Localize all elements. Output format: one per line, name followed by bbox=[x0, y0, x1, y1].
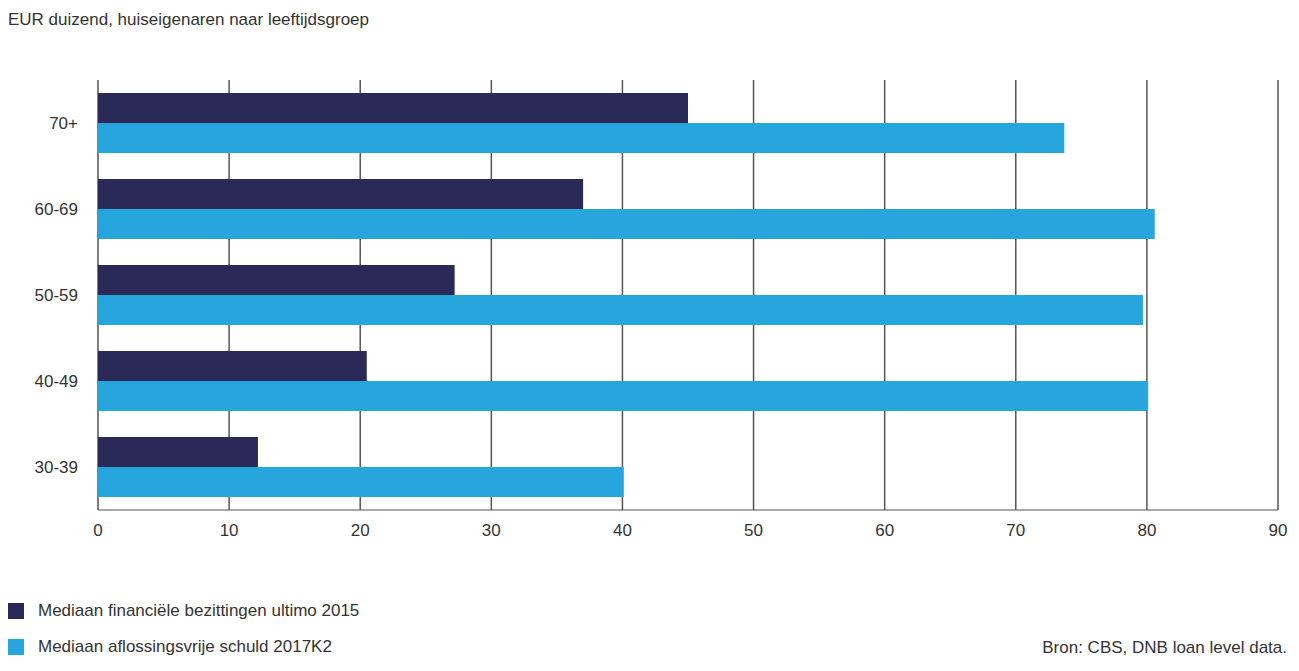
svg-text:50-59: 50-59 bbox=[35, 286, 78, 305]
html-text:Mediaan aflossingsvrije schuld: Mediaan aflossingsvrije schuld 2017K2 bbox=[38, 637, 332, 656]
html-text:Bron: CBS, DNB loan level data: Bron: CBS, DNB loan level data. bbox=[1042, 638, 1287, 657]
svg-text:90: 90 bbox=[1269, 521, 1288, 540]
svg-text:50: 50 bbox=[744, 521, 763, 540]
svg-text:70: 70 bbox=[1006, 521, 1025, 540]
svg-text:70+: 70+ bbox=[49, 114, 78, 133]
svg-text:20: 20 bbox=[351, 521, 370, 540]
svg-text:60-69: 60-69 bbox=[35, 200, 78, 219]
html-text:EUR duizend, huiseigenaren naa: EUR duizend, huiseigenaren naar leeftijd… bbox=[8, 10, 369, 29]
svg-text:10: 10 bbox=[220, 521, 239, 540]
svg-text:0: 0 bbox=[93, 521, 102, 540]
svg-text:30: 30 bbox=[482, 521, 501, 540]
html-text:Mediaan financiële bezittingen: Mediaan financiële bezittingen ultimo 20… bbox=[38, 601, 360, 620]
svg-text:40: 40 bbox=[613, 521, 632, 540]
svg-text:80: 80 bbox=[1137, 521, 1156, 540]
svg-text:30-39: 30-39 bbox=[35, 458, 78, 477]
svg-text:40-49: 40-49 bbox=[35, 372, 78, 391]
svg-text:60: 60 bbox=[875, 521, 894, 540]
